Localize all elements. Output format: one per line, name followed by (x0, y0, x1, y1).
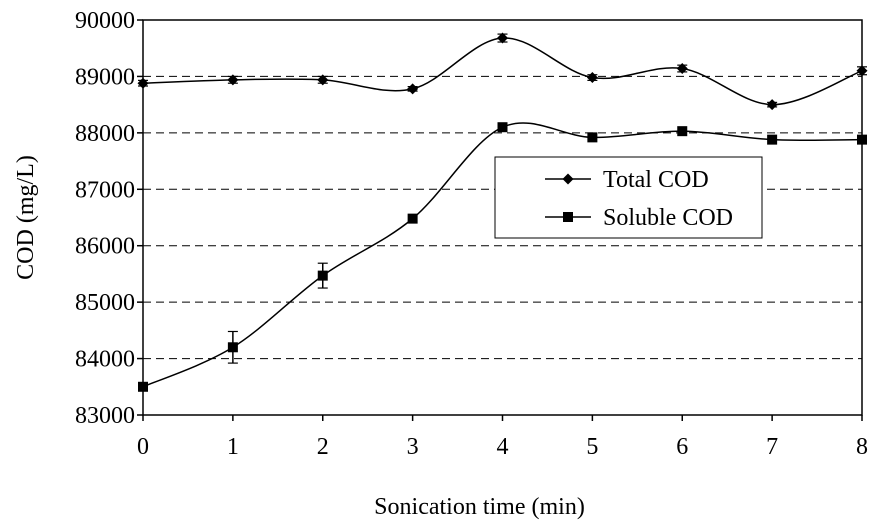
y-tick-label-85000: 85000 (75, 290, 135, 316)
series-layer (137, 32, 868, 392)
x-tick-label-0: 0 (137, 434, 149, 460)
y-tick-label-88000: 88000 (75, 121, 135, 147)
point-total-cod-3 (407, 83, 419, 95)
x-tick-label-6: 6 (676, 434, 688, 460)
point-soluble-cod-5 (587, 132, 598, 143)
y-axis-ticks: 83000 84000 85000 86000 87000 88000 89000 90000 (75, 8, 143, 429)
point-soluble-cod-7 (767, 134, 778, 145)
x-axis-ticks: 0 1 2 3 4 5 6 7 8 (137, 415, 868, 460)
point-total-cod-4 (497, 32, 508, 44)
x-axis-label: Sonication time (min) (374, 494, 585, 520)
series-soluble-cod (138, 122, 867, 392)
x-tick-label-4: 4 (497, 434, 509, 460)
legend-item-soluble-cod: Soluble COD (545, 205, 733, 231)
point-soluble-cod-2 (317, 270, 328, 281)
y-tick-label-83000: 83000 (75, 403, 135, 429)
x-tick-label-2: 2 (317, 434, 329, 460)
legend-item-total-cod: Total COD (545, 167, 709, 193)
point-soluble-cod-3 (407, 213, 418, 224)
point-soluble-cod-0 (138, 381, 148, 392)
point-soluble-cod-6 (677, 126, 688, 137)
legend-marker-square (563, 212, 573, 222)
y-tick-label-87000: 87000 (75, 177, 135, 203)
x-tick-label-3: 3 (407, 434, 419, 460)
legend: Total COD Soluble COD (494, 156, 763, 239)
point-total-cod-2 (317, 74, 329, 86)
legend-label-total-cod: Total COD (603, 167, 709, 193)
legend-marker-diamond (562, 173, 574, 185)
x-tick-label-5: 5 (586, 434, 598, 460)
point-total-cod-1 (227, 74, 239, 86)
y-axis-label: COD (mg/L) (13, 155, 39, 280)
point-total-cod-5 (586, 72, 598, 84)
point-soluble-cod-1 (227, 342, 238, 353)
point-total-cod-6 (676, 63, 688, 75)
series-total-cod (137, 32, 868, 111)
x-tick-label-7: 7 (766, 434, 778, 460)
x-tick-label-8: 8 (856, 434, 868, 460)
series-line-total-cod (142, 37, 863, 106)
point-soluble-cod-8 (857, 134, 867, 145)
y-tick-label-84000: 84000 (75, 347, 135, 373)
point-soluble-cod-4 (497, 122, 508, 133)
y-tick-label-86000: 86000 (75, 234, 135, 260)
legend-label-soluble-cod: Soluble COD (603, 205, 733, 231)
point-total-cod-7 (766, 99, 778, 111)
legend-box (494, 156, 763, 239)
x-tick-label-1: 1 (227, 434, 239, 460)
y-tick-label-90000: 90000 (75, 8, 135, 34)
point-total-cod-0 (137, 77, 149, 89)
y-tick-label-89000: 89000 (75, 64, 135, 90)
point-total-cod-8 (856, 65, 868, 77)
